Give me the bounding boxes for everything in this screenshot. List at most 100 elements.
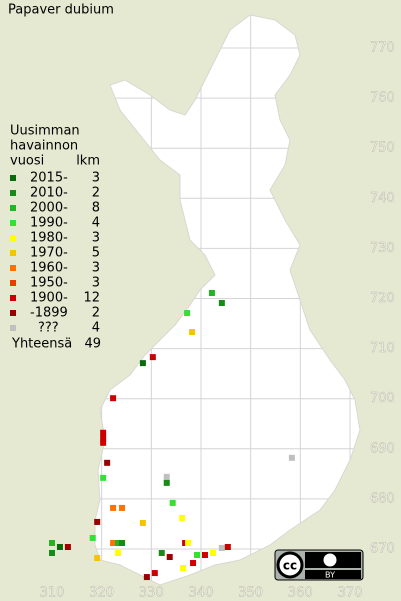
observation bbox=[100, 439, 107, 446]
y-tick-label: 770 bbox=[370, 41, 395, 56]
legend-count: 3 bbox=[92, 171, 100, 186]
observation bbox=[110, 539, 117, 546]
x-tick-label: 310 bbox=[40, 586, 65, 601]
observation bbox=[139, 519, 146, 526]
observation bbox=[100, 474, 107, 481]
observation bbox=[190, 560, 197, 567]
observation bbox=[100, 434, 107, 441]
observation bbox=[143, 574, 150, 581]
legend-swatch bbox=[10, 295, 16, 301]
observation bbox=[218, 544, 225, 551]
observation bbox=[218, 300, 225, 307]
observation bbox=[194, 552, 201, 559]
observation bbox=[185, 539, 192, 546]
legend-swatch bbox=[10, 220, 16, 226]
cc-circle bbox=[276, 551, 304, 579]
legend-swatch bbox=[10, 325, 16, 331]
legend-count: 5 bbox=[92, 246, 100, 261]
legend-label: 1900- bbox=[30, 291, 68, 306]
y-tick-label: 730 bbox=[370, 241, 395, 256]
legend-label: 1980- bbox=[30, 231, 68, 246]
license-badge: cc BY bbox=[274, 549, 364, 581]
legend-count: 3 bbox=[92, 276, 100, 291]
observation bbox=[104, 459, 111, 466]
legend-swatch bbox=[10, 280, 16, 286]
y-tick-label: 670 bbox=[370, 542, 395, 557]
observation bbox=[94, 555, 101, 562]
y-tick-label: 760 bbox=[370, 91, 395, 106]
observation bbox=[180, 565, 187, 572]
legend-count: 3 bbox=[92, 261, 100, 276]
x-tick-label: 320 bbox=[89, 586, 114, 601]
total-count: 49 bbox=[84, 337, 101, 352]
legend-swatch bbox=[10, 205, 16, 211]
total-label: Yhteensä bbox=[11, 337, 72, 352]
legend-label: 2015- bbox=[30, 171, 68, 186]
x-tick-label: 360 bbox=[288, 586, 313, 601]
y-tick-label: 720 bbox=[370, 291, 395, 306]
legend-count: 8 bbox=[92, 201, 100, 216]
observation bbox=[115, 539, 122, 546]
legend-label: -1899 bbox=[30, 306, 68, 321]
observation bbox=[119, 504, 126, 511]
observation bbox=[163, 473, 170, 480]
by-band bbox=[305, 570, 361, 579]
observation bbox=[94, 518, 101, 525]
legend-label: ??? bbox=[38, 321, 59, 336]
y-tick-label: 750 bbox=[370, 141, 395, 156]
observation bbox=[189, 329, 196, 336]
by-icon bbox=[322, 552, 338, 568]
y-tick-label: 710 bbox=[370, 341, 395, 356]
observation bbox=[184, 310, 191, 317]
observation bbox=[115, 550, 122, 557]
legend-swatch bbox=[10, 265, 16, 271]
legend-label: 2000- bbox=[30, 201, 68, 216]
observation bbox=[169, 499, 176, 506]
legend-count: 2 bbox=[92, 186, 100, 201]
x-tick-label: 330 bbox=[139, 586, 164, 601]
y-tick-label: 740 bbox=[370, 191, 395, 206]
observation bbox=[179, 514, 186, 521]
cc-text: cc bbox=[283, 559, 297, 573]
legend-swatch bbox=[10, 310, 16, 316]
legend-header: vuosi bbox=[10, 154, 44, 169]
observation bbox=[288, 454, 295, 461]
observation bbox=[119, 539, 126, 546]
title: Papaver dubium bbox=[8, 3, 114, 18]
legend: 2015- 3 2010- 2 2000- 8 1990- 4 1980- 3 1970- 5 1960… bbox=[10, 171, 100, 336]
observation bbox=[110, 504, 117, 511]
legend-label: 2010- bbox=[30, 186, 68, 201]
legend-count: 4 bbox=[92, 321, 100, 336]
legend-count: 2 bbox=[92, 306, 100, 321]
x-tick-label: 350 bbox=[238, 586, 263, 601]
observation bbox=[201, 552, 208, 559]
ticks: 310 320 330 340 350 360 370 670 680 690 700 710 720 7… bbox=[39, 40, 395, 601]
by-text: BY bbox=[325, 571, 335, 580]
x-tick-label: 370 bbox=[338, 586, 363, 601]
observation bbox=[89, 534, 96, 541]
observation bbox=[209, 550, 216, 557]
legend-swatch bbox=[10, 250, 16, 256]
observation bbox=[49, 539, 55, 546]
observation bbox=[208, 289, 215, 296]
legend-swatch bbox=[10, 175, 16, 181]
legend-label: 1970- bbox=[30, 246, 68, 261]
observation bbox=[163, 479, 170, 486]
y-tick-label: 700 bbox=[370, 391, 395, 406]
legend-swatch bbox=[10, 190, 16, 196]
legend-count: 4 bbox=[92, 216, 100, 231]
observation bbox=[166, 554, 173, 561]
observation bbox=[224, 543, 231, 550]
observation bbox=[158, 550, 165, 557]
y-tick-label: 690 bbox=[370, 441, 395, 456]
observation bbox=[49, 550, 55, 557]
observation bbox=[139, 360, 146, 367]
legend-count: 3 bbox=[92, 231, 100, 246]
observation bbox=[149, 354, 156, 361]
observation bbox=[56, 543, 63, 550]
observation bbox=[151, 570, 158, 577]
legend-header: havainnon bbox=[10, 139, 78, 154]
observation bbox=[110, 395, 117, 402]
legend-label: 1950- bbox=[30, 276, 68, 291]
